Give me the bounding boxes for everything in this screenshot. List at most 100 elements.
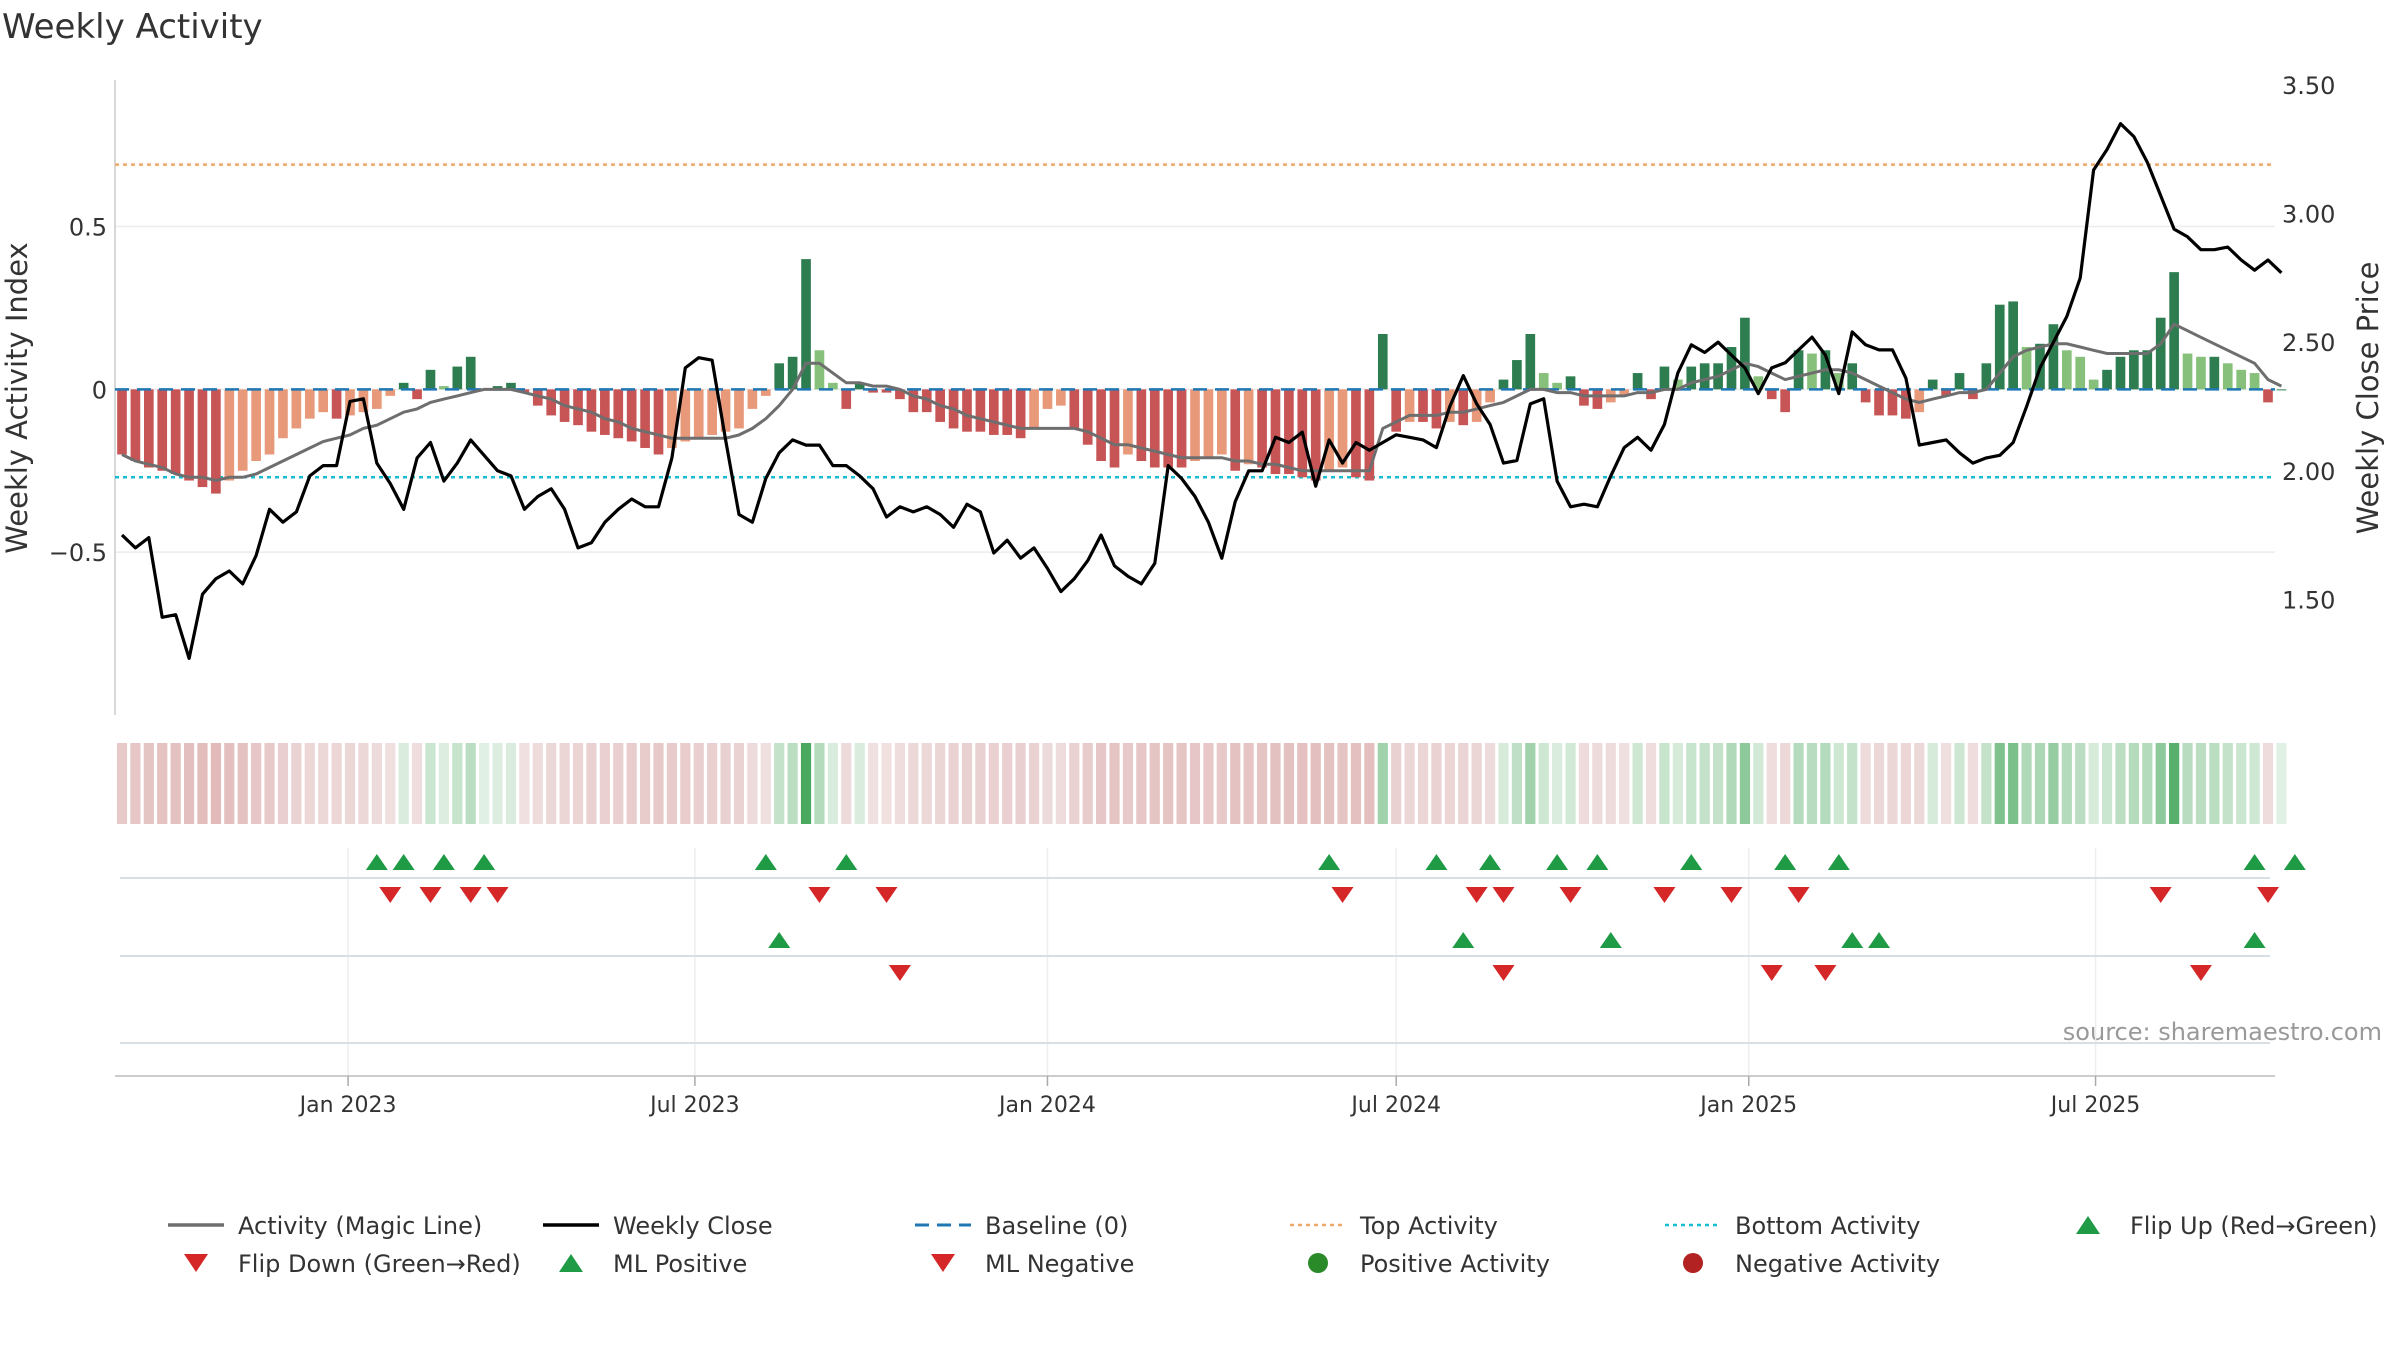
heat-strip-cell — [170, 743, 181, 824]
ml-positive-marker — [2283, 854, 2306, 870]
x-tick-label: Jul 2025 — [2049, 1093, 2141, 1118]
heat-strip-cell — [385, 743, 396, 824]
ml-positive-marker — [1868, 932, 1891, 948]
activity-bar — [1485, 389, 1495, 403]
heat-strip-cell — [1163, 743, 1174, 824]
activity-bar — [1927, 379, 1938, 390]
ml-negative-marker — [1331, 887, 1354, 903]
heat-strip-cell — [1699, 743, 1710, 824]
heat-strip-cell — [1619, 743, 1630, 824]
ml-negative-marker — [1492, 965, 1515, 981]
activity-bar — [1525, 334, 1536, 390]
heat-strip-cell — [143, 743, 154, 824]
activity-bar — [130, 389, 141, 461]
x-tick-label: Jan 2024 — [997, 1093, 1096, 1118]
activity-bar — [264, 389, 275, 455]
ml-positive-marker — [392, 854, 415, 870]
heat-strip-cell — [1216, 743, 1227, 824]
heat-strip-cell — [1417, 743, 1429, 824]
activity-bar — [506, 382, 516, 390]
activity-bar — [1243, 389, 1254, 465]
activity-bar — [1123, 389, 1133, 455]
heat-strip-cell — [1109, 743, 1120, 824]
heat-strip-cell — [1444, 743, 1455, 824]
activity-bar — [492, 386, 503, 390]
heat-strip-cell — [1981, 743, 1992, 824]
heat-strip-cell — [894, 743, 906, 824]
heat-strip-cell — [1122, 743, 1134, 824]
ml-negative-marker — [2257, 887, 2279, 903]
activity-bar — [170, 389, 181, 475]
activity-bar — [1592, 389, 1603, 409]
y-left-tick-label: 0.5 — [69, 214, 107, 242]
heat-strip-cell — [1283, 743, 1294, 824]
activity-bar — [573, 389, 583, 426]
heat-strip-cell — [1552, 743, 1563, 824]
source-credit: source: sharemaestro.com — [2063, 1018, 2382, 1046]
heat-strip-cell — [948, 743, 959, 824]
ml-positive-marker — [1599, 932, 1622, 948]
legend-label: Activity (Magic Line) — [238, 1212, 482, 1240]
activity-bar — [1833, 373, 1844, 390]
activity-bar — [278, 389, 288, 439]
heat-strip-cell — [2101, 743, 2113, 824]
heat-strip-cell — [532, 743, 543, 824]
ml-negative-marker — [1465, 887, 1488, 903]
heat-strip-cell — [1350, 743, 1362, 824]
heat-strip-cell — [707, 743, 718, 824]
heat-strip-cell — [1337, 743, 1348, 824]
heat-strip-cell — [680, 743, 691, 824]
activity-bar — [841, 389, 852, 409]
heat-strip-cell — [130, 743, 141, 824]
ml-positive-marker — [835, 854, 858, 870]
activity-bar — [2021, 347, 2032, 390]
activity-bar — [224, 389, 235, 481]
activity-bar — [425, 369, 436, 390]
heat-strip-cell — [546, 743, 557, 824]
activity-bar — [1364, 389, 1375, 481]
activity-bar — [2196, 356, 2206, 390]
activity-bar — [1002, 389, 1013, 435]
heat-strip-cell — [1873, 743, 1885, 824]
heat-strip-cell — [1511, 743, 1522, 824]
heat-strip-cell — [586, 743, 597, 824]
heat-strip-cell — [1082, 743, 1093, 824]
y-right-tick-label: 3.00 — [2282, 201, 2335, 229]
legend-swatch-circle — [1308, 1253, 1328, 1273]
ml-negative-marker — [2149, 887, 2172, 903]
heat-strip-cell — [2182, 743, 2193, 824]
heat-strip-cell — [908, 743, 919, 824]
activity-bar — [908, 389, 919, 413]
ml-positive-marker — [432, 854, 455, 870]
heat-strip-cell — [1672, 743, 1683, 824]
x-tick-label: Jan 2025 — [1698, 1093, 1797, 1118]
heat-strip-cell — [157, 743, 168, 824]
activity-bar — [532, 389, 543, 406]
activity-bar — [653, 389, 664, 455]
activity-bar — [1968, 389, 1978, 400]
ml-positive-marker — [1479, 854, 1502, 870]
heat-strip-cell — [988, 743, 999, 824]
heat-strip-cell — [1739, 743, 1751, 824]
activity-bar — [1351, 389, 1361, 478]
activity-bar — [1646, 389, 1656, 400]
activity-bar — [1163, 389, 1174, 468]
heat-strip-cell — [2021, 743, 2032, 824]
activity-bar — [1632, 373, 1643, 390]
legend-swatch-triangle-up — [559, 1254, 583, 1272]
activity-bar — [854, 382, 865, 390]
heat-strip-cell — [1927, 743, 1938, 824]
heat-strip-cell — [2115, 743, 2126, 824]
legend-label: ML Positive — [613, 1250, 747, 1278]
legend-item: Baseline (0) — [915, 1212, 1128, 1240]
ml-negative-marker — [1653, 887, 1676, 903]
heat-strip-cell — [827, 743, 838, 824]
activity-bar — [975, 389, 986, 432]
activity-bar — [667, 389, 677, 448]
heat-strip-cell — [1471, 743, 1482, 824]
activity-bar — [1619, 389, 1630, 396]
activity-bar — [331, 389, 342, 419]
activity-bar — [1740, 317, 1750, 390]
activity-bar — [237, 389, 248, 471]
